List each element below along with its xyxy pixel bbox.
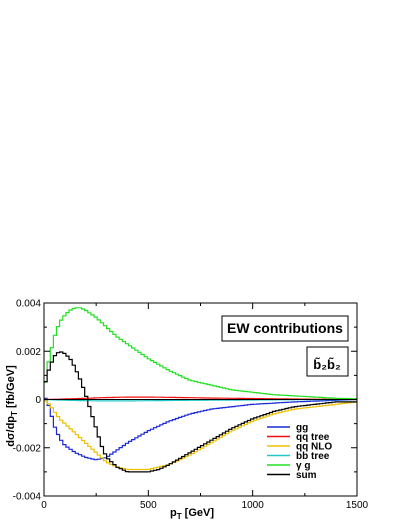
x-tick-label: 1000 [242, 500, 265, 511]
series-line-sum [44, 351, 357, 473]
y-tick-label: -0.002 [13, 443, 42, 454]
y-tick-label: -0.004 [13, 492, 42, 503]
x-tick-label: 0 [41, 500, 47, 511]
x-axis-title: pT [GeV] [170, 507, 214, 521]
legend-label: sum [296, 470, 317, 481]
y-tick-label: 0.004 [16, 299, 41, 310]
legend-label: bb tree [296, 451, 330, 462]
series-line-γ-g [44, 307, 357, 400]
legend-label: gg [296, 423, 308, 434]
annotation-box-label: EW contributions [227, 320, 343, 336]
series-layer [44, 307, 357, 473]
axis-layer: 0 500 1000 1500 -0.004 -0.002 0 0.002 0.004 [13, 299, 369, 512]
legend-label: qq NLO [296, 442, 332, 453]
x-axis-title-sub: T [177, 512, 182, 521]
x-axis-title-unit: [GeV] [182, 507, 215, 519]
series-line-gg [44, 397, 357, 461]
process-label: b̃₂b̃₂ [313, 357, 341, 372]
x-axis-title-main: p [170, 507, 177, 519]
x-tick-label: 1500 [346, 500, 369, 511]
y-tick-label: 0 [35, 395, 41, 406]
legend-label: γ g [296, 461, 310, 472]
annotation-box [221, 315, 349, 342]
y-axis-title-main: dσ/dp [5, 416, 17, 447]
y-tick-label: 0.002 [16, 347, 41, 358]
y-axis-title-unit: [fb/GeV] [5, 365, 17, 411]
legend-label: qq tree [296, 432, 330, 443]
y-axis-title-sub: T [10, 411, 19, 416]
y-axis-title: dσ/dpT [fb/GeV] [5, 365, 19, 447]
x-tick-label: 500 [140, 500, 157, 511]
process-label-box [306, 346, 349, 377]
